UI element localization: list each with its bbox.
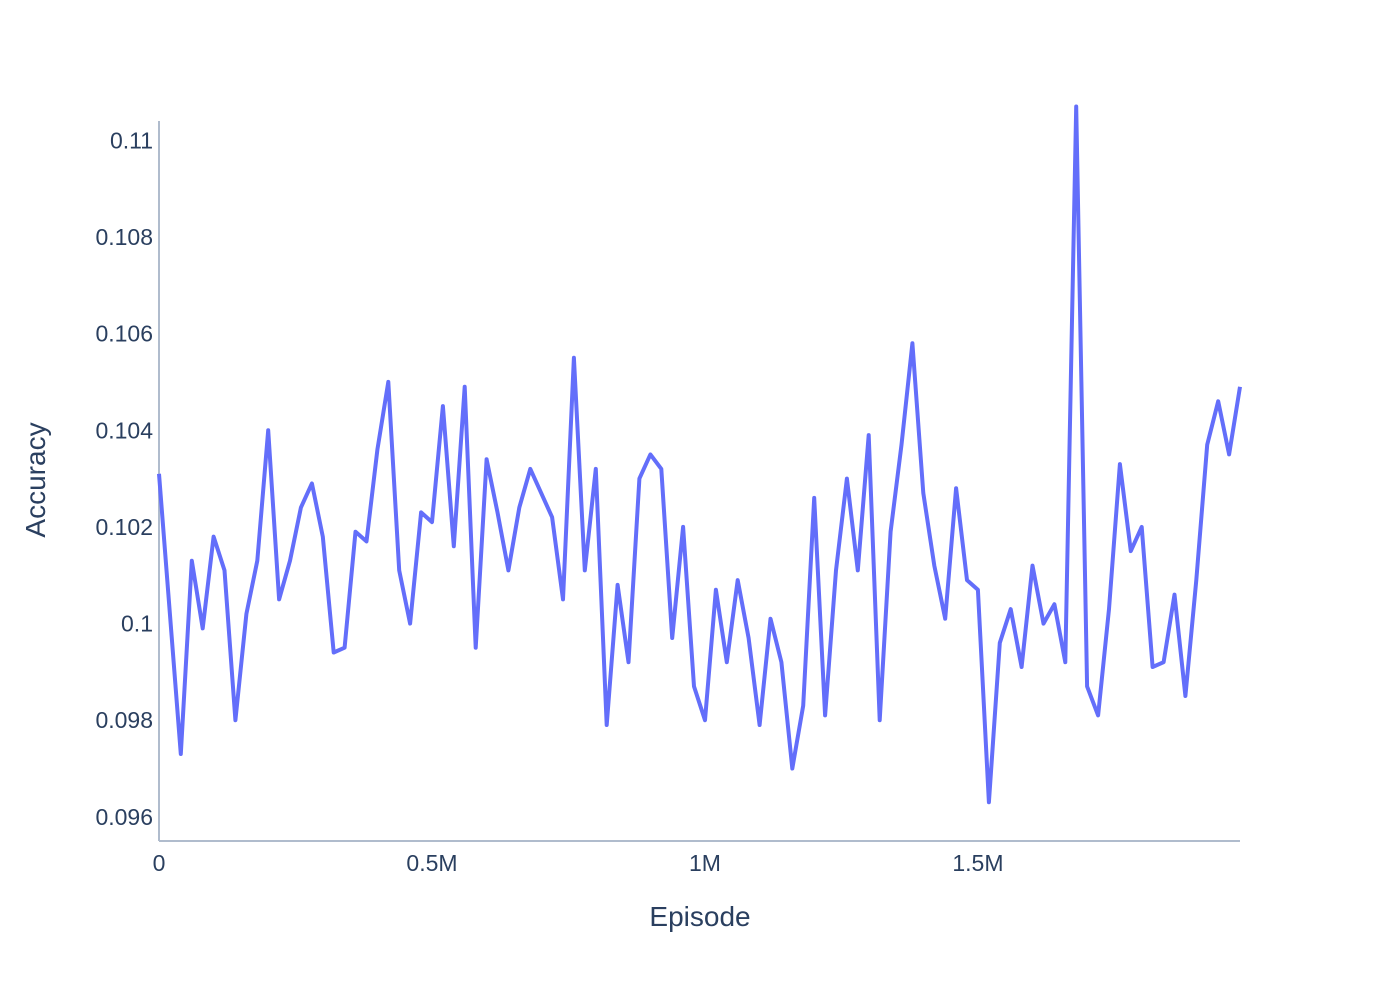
y-tick-label: 0.108 (95, 224, 153, 250)
y-tick-label: 0.102 (95, 514, 153, 540)
y-tick-label: 0.104 (95, 417, 153, 443)
x-tick-label: 0.5M (406, 850, 457, 876)
y-tick-label: 0.1 (121, 611, 153, 637)
y-tick-label: 0.096 (95, 804, 153, 830)
y-tick-label: 0.11 (110, 127, 153, 153)
y-tick-label: 0.106 (95, 321, 153, 347)
x-axis-title: Episode (649, 901, 750, 932)
x-tick-label: 0 (153, 850, 166, 876)
y-tick-labels: 0.096 0.098 0.1 0.102 0.104 0.106 0.108 0.11 (95, 127, 153, 830)
series-line (157, 104, 1242, 805)
x-tick-label: 1.5M (952, 850, 1003, 876)
series-group (157, 104, 1242, 805)
x-tick-label: 1M (689, 850, 721, 876)
y-tick-label: 0.098 (95, 707, 153, 733)
x-tick-labels: 0 0.5M 1M 1.5M (153, 850, 1004, 876)
y-axis-title: Accuracy (20, 422, 51, 537)
